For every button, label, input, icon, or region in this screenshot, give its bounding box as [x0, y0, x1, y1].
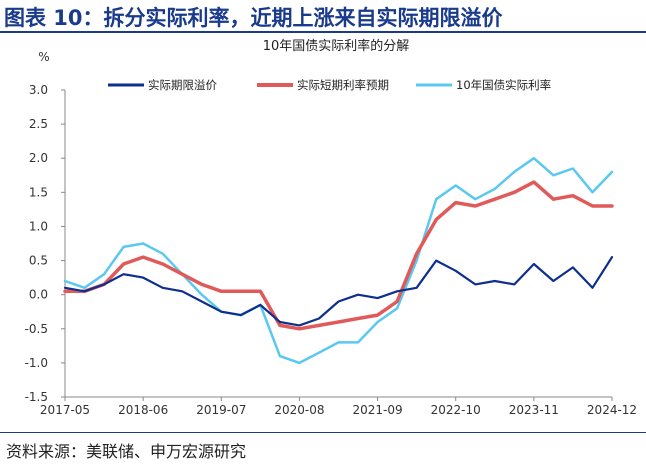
legend-label: 实际短期利率预期 — [297, 78, 389, 92]
y-tick-label: 2.5 — [29, 117, 48, 131]
x-tick-label: 2022-10 — [431, 403, 481, 417]
y-tick-label: 0.5 — [29, 254, 48, 268]
x-tick-label: 2023-11 — [509, 403, 559, 417]
y-tick-label: 2.0 — [29, 151, 48, 165]
x-tick-label: 2019-07 — [196, 403, 246, 417]
series-line-2 — [63, 156, 614, 365]
figure-title: 图表 10：拆分实际利率，近期上涨来自实际期限溢价 — [4, 6, 503, 30]
source-divider — [0, 432, 646, 433]
title-divider — [0, 31, 646, 33]
legend-label: 10年国债实际利率 — [456, 78, 551, 92]
y-tick-label: 1.0 — [29, 219, 48, 233]
y-axis-unit: % — [38, 50, 49, 64]
x-tick-label: 2017-05 — [40, 403, 90, 417]
x-tick-label: 2021-09 — [353, 403, 403, 417]
y-tick-label: 0.0 — [29, 288, 48, 302]
y-tick-label: -0.5 — [25, 322, 48, 336]
y-tick-label: -1.5 — [25, 390, 48, 404]
x-tick-label: 2018-06 — [118, 403, 168, 417]
y-tick-label: 3.0 — [29, 83, 48, 97]
y-tick-label: -1.0 — [25, 356, 48, 370]
series-line-1 — [63, 180, 614, 331]
chart: 实际期限溢价 实际短期利率预期 10年国债实际利率 3.0 2.5 2.0 1.5 1.0 0… — [25, 38, 637, 417]
legend-label: 实际期限溢价 — [148, 78, 217, 92]
chart-title: 10年国债实际利率的分解 — [263, 38, 410, 54]
x-tick-label: 2024-12 — [587, 403, 637, 417]
source-note: 资料来源：美联储、申万宏源研究 — [6, 442, 247, 461]
x-tick-label: 2020-08 — [274, 403, 324, 417]
y-tick-label: 1.5 — [29, 185, 48, 199]
series-line-0 — [63, 256, 614, 327]
